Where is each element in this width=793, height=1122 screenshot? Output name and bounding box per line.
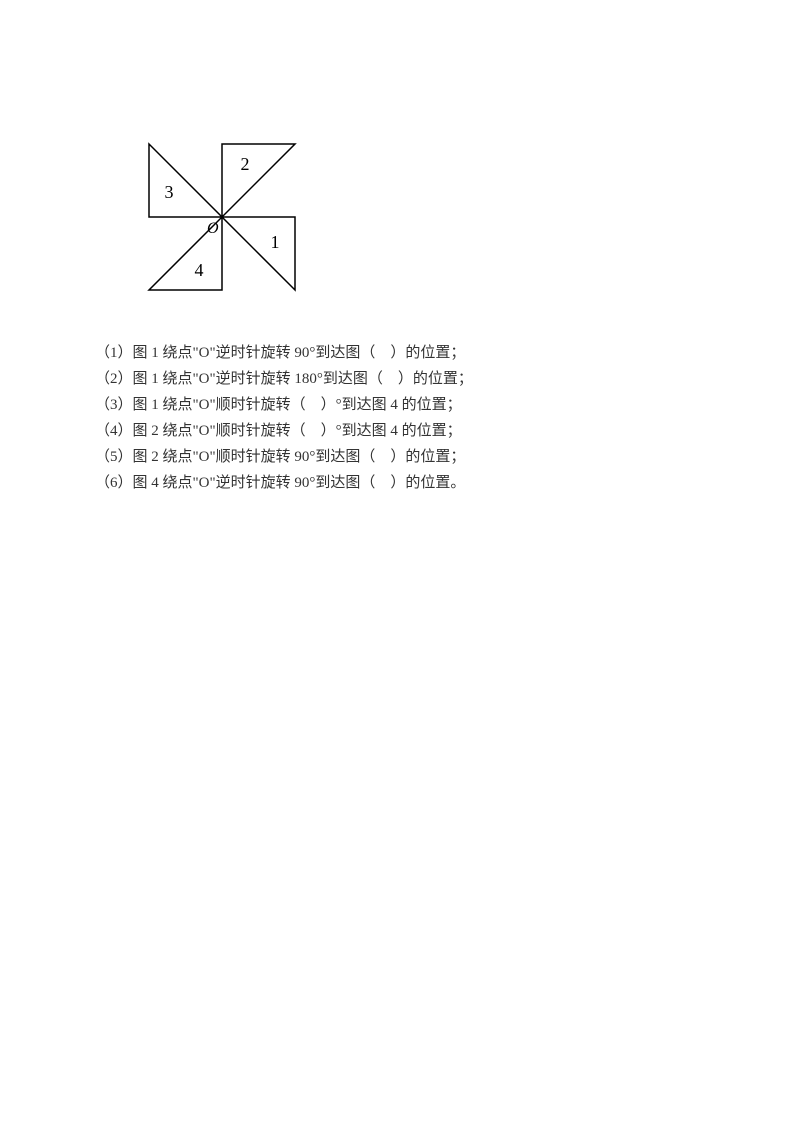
question-line: （4）图 2 绕点"O"顺时针旋转（ ）°到达图 4 的位置； (95, 418, 703, 444)
question-blank (306, 423, 321, 439)
question-suffix: ）的位置； (390, 345, 465, 361)
question-prefix: （1）图 1 绕点"O"逆时针旋转 90°到达图（ (95, 345, 375, 361)
question-blank (383, 371, 398, 387)
question-blank (375, 475, 390, 491)
question-prefix: （5）图 2 绕点"O"顺时针旋转 90°到达图（ (95, 449, 375, 465)
question-prefix: （2）图 1 绕点"O"逆时针旋转 180°到达图（ (95, 371, 383, 387)
question-prefix: （4）图 2 绕点"O"顺时针旋转（ (95, 423, 306, 439)
triangle-label-1: 1 (271, 232, 280, 252)
question-line: （1）图 1 绕点"O"逆时针旋转 90°到达图（ ）的位置； (95, 340, 703, 366)
center-label: O (207, 220, 219, 237)
pinwheel-figure: 1 2 3 4 O (125, 120, 703, 320)
question-suffix: ）°到达图 4 的位置； (321, 423, 462, 439)
question-line: （6）图 4 绕点"O"逆时针旋转 90°到达图（ ）的位置。 (95, 470, 703, 496)
triangle-2 (222, 144, 295, 217)
question-list: （1）图 1 绕点"O"逆时针旋转 90°到达图（ ）的位置；（2）图 1 绕点… (95, 340, 703, 496)
question-line: （2）图 1 绕点"O"逆时针旋转 180°到达图（ ）的位置； (95, 366, 703, 392)
question-suffix: ）°到达图 4 的位置； (321, 397, 462, 413)
triangle-1 (222, 217, 295, 290)
question-suffix: ）的位置； (390, 449, 465, 465)
question-line: （3）图 1 绕点"O"顺时针旋转（ ）°到达图 4 的位置； (95, 392, 703, 418)
pinwheel-svg: 1 2 3 4 O (125, 120, 320, 315)
triangle-label-3: 3 (165, 182, 174, 202)
question-line: （5）图 2 绕点"O"顺时针旋转 90°到达图（ ）的位置； (95, 444, 703, 470)
question-prefix: （6）图 4 绕点"O"逆时针旋转 90°到达图（ (95, 475, 375, 491)
page: 1234O （1）图 1 绕点"O"逆时针旋转 90°到达图（ ）的位置；（2）… (0, 0, 793, 496)
triangle-label-4: 4 (195, 260, 204, 280)
question-prefix: （3）图 1 绕点"O"顺时针旋转（ (95, 397, 306, 413)
question-blank (306, 397, 321, 413)
question-blank (375, 449, 390, 465)
triangle-label-2: 2 (241, 154, 250, 174)
triangle-3 (149, 144, 222, 217)
question-blank (375, 345, 390, 361)
question-suffix: ）的位置； (398, 371, 473, 387)
question-suffix: ）的位置。 (390, 475, 465, 491)
